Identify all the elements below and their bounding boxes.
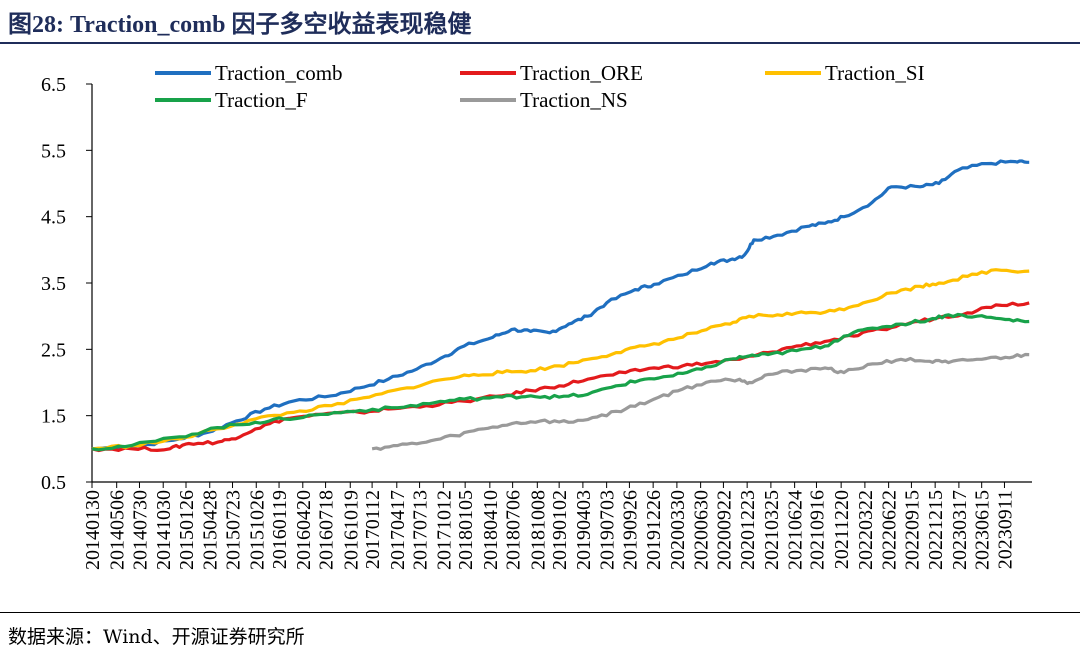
series-lines: [91, 159, 1030, 453]
x-tick-label: 20151026: [246, 490, 268, 570]
x-tick-label: 20170112: [362, 490, 384, 569]
series-line-traction-f: [91, 312, 1030, 452]
series-line-traction-ns: [371, 352, 1030, 451]
x-tick-label: 20200330: [667, 490, 689, 570]
legend-label: Traction_F: [215, 88, 308, 112]
x-tick-label: 20170713: [410, 490, 432, 570]
x-tick-label: 20220322: [855, 490, 877, 570]
x-tick-label: 20210624: [785, 490, 807, 570]
series-line-traction-si: [91, 268, 1030, 451]
x-tick-label: 20191226: [643, 490, 665, 570]
x-tick-label: 20150126: [176, 490, 198, 570]
x-tick-label: 20180706: [503, 490, 525, 570]
x-tick-label: 20160718: [316, 490, 338, 570]
x-tick-label: 20180105: [455, 490, 477, 570]
x-tick-label: 20200630: [691, 490, 713, 570]
x-tick-label: 20171012: [433, 490, 455, 570]
source-divider: [0, 612, 1080, 613]
x-tick-label: 20190403: [573, 490, 595, 570]
y-tick-label: 0.5: [41, 472, 66, 494]
legend-label: Traction_comb: [215, 61, 343, 85]
x-tick-label: 20210916: [806, 490, 828, 570]
x-tick-label: 20210325: [761, 490, 783, 570]
x-tick-label: 20221215: [925, 490, 947, 570]
series-line-traction-comb: [91, 159, 1030, 451]
x-tick-label: 20141030: [153, 490, 175, 570]
x-tick-label: 20160420: [293, 490, 315, 570]
y-tick-label: 4.5: [41, 207, 66, 229]
x-tick-label: 20140130: [82, 490, 104, 570]
x-tick-label: 20140506: [107, 490, 129, 570]
x-tick-label: 20190703: [597, 490, 619, 570]
y-tick-label: 2.5: [41, 339, 66, 361]
x-tick-label: 20230615: [972, 490, 994, 570]
legend-label: Traction_ORE: [520, 61, 643, 85]
source-note: 数据来源：Wind、开源证券研究所: [8, 626, 305, 648]
legend-label: Traction_NS: [520, 88, 628, 112]
y-tick-label: 6.5: [41, 74, 66, 96]
x-tick-label: 20211220: [831, 490, 853, 569]
x-tick-label: 20190102: [549, 490, 571, 570]
x-tick-label: 20181008: [527, 490, 549, 570]
x-tick-label: 20140730: [129, 490, 151, 570]
x-tick-label: 20230911: [994, 490, 1016, 569]
x-tick-label: 20150428: [200, 490, 222, 570]
x-tick-label: 20230317: [949, 490, 971, 570]
x-tick-label: 20220915: [901, 490, 923, 570]
legend: Traction_comb Traction_ORE Traction_SI Trac…: [155, 61, 925, 112]
x-tick-label: 20180410: [480, 490, 502, 570]
title-bar: 图28: Traction_comb 因子多空收益表现稳健: [0, 0, 1080, 44]
x-tick-label: 20200922: [713, 490, 735, 570]
legend-label: Traction_SI: [825, 61, 925, 85]
x-tick-label: 20150723: [223, 490, 245, 570]
x-tick-label: 20220622: [879, 490, 901, 570]
y-tick-label: 1.5: [41, 406, 66, 428]
x-tick-label: 20160119: [269, 490, 291, 569]
figure-title: 图28: Traction_comb 因子多空收益表现稳健: [8, 12, 472, 38]
y-tick-label: 5.5: [41, 140, 66, 162]
x-tick-label: 20161019: [340, 490, 362, 570]
x-tick-label: 20170417: [387, 490, 409, 570]
x-tick-label: 20190926: [619, 490, 641, 570]
x-tick-label: 20201223: [737, 490, 759, 570]
y-tick-label: 3.5: [41, 273, 66, 295]
